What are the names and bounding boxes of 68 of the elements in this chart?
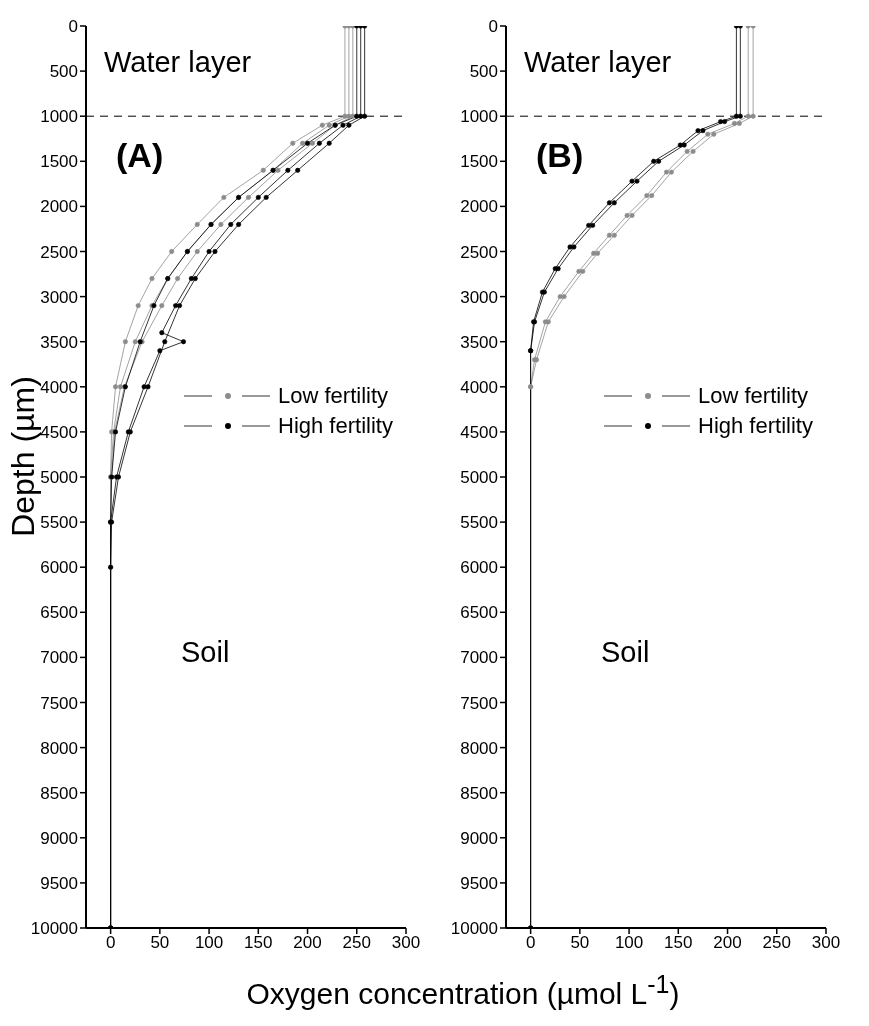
y-tick-label: 5500	[460, 513, 498, 533]
y-tick-label: 10000	[30, 919, 78, 939]
y-tick-label: 7000	[40, 648, 78, 668]
y-tick-label: 0	[68, 17, 78, 37]
y-tick-label: 7500	[40, 693, 78, 713]
y-tick-label: 2000	[460, 197, 498, 217]
y-tick-label: 2500	[460, 242, 498, 262]
y-tick-label: 3500	[460, 332, 498, 352]
x-tick-label: 0	[105, 933, 116, 953]
y-tick-label: 3000	[460, 287, 498, 307]
y-tick-label: 4000	[40, 377, 78, 397]
y-tick-label: 9000	[40, 828, 78, 848]
text: Low fertility	[278, 383, 389, 408]
y-tick-label: 7500	[460, 693, 498, 713]
annotation: Water layer	[104, 46, 252, 78]
y-tick-label: 1000	[460, 107, 498, 127]
x-tick-label: 300	[391, 933, 421, 953]
y-tick-label: 9000	[460, 828, 498, 848]
y-tick-label: 3000	[40, 287, 78, 307]
y-tick-label: 1500	[40, 152, 78, 172]
y-tick-label: 6000	[460, 558, 498, 578]
x-tick-label: 150	[664, 933, 693, 953]
y-tick-label: 8000	[460, 738, 498, 758]
y-tick-label: 5000	[460, 468, 498, 488]
x-tick-label: 200	[713, 933, 742, 953]
y-tick-label: 5000	[40, 468, 78, 488]
annotation: Soil	[601, 636, 650, 668]
x-tick-label: 250	[342, 933, 371, 953]
y-tick-label: 5500	[40, 513, 78, 533]
y-tick-label: 2000	[40, 197, 78, 217]
y-tick-label: 2500	[40, 242, 78, 262]
y-tick-label: 1000	[40, 107, 78, 127]
y-axis-title: Depth (µm)	[4, 376, 41, 537]
annotation: (A)	[116, 136, 164, 174]
x-tick-label: 50	[570, 933, 590, 953]
y-tick-label: 4000	[460, 377, 498, 397]
y-tick-label: 7000	[460, 648, 498, 668]
y-tick-label: 1500	[460, 152, 498, 172]
y-tick-label: 500	[469, 62, 498, 82]
annotation: (B)	[536, 136, 584, 174]
x-tick-label: 0	[525, 933, 536, 953]
text: High fertility	[698, 413, 813, 438]
y-tick-label: 6500	[460, 603, 498, 623]
x-tick-label: 100	[194, 933, 224, 953]
y-tick-label: 4500	[460, 422, 498, 442]
y-tick-label: 8500	[40, 783, 78, 803]
text: Low fertility	[698, 383, 809, 408]
x-tick-label: 300	[811, 933, 841, 953]
y-tick-label: 10000	[450, 919, 498, 939]
x-tick-label: 250	[762, 933, 791, 953]
x-axis-title: Oxygen concentration (µmol L$^{-1}$)	[246, 970, 680, 1010]
y-tick-label: 8000	[40, 738, 78, 758]
annotation: Water layer	[524, 46, 672, 78]
x-tick-label: 100	[614, 933, 644, 953]
text: High fertility	[278, 413, 393, 438]
x-tick-label: 200	[293, 933, 322, 953]
y-tick-label: 9500	[40, 873, 78, 893]
y-tick-label: 4500	[40, 422, 78, 442]
y-tick-label: 6000	[40, 558, 78, 578]
x-tick-label: 150	[244, 933, 273, 953]
annotation: Soil	[181, 636, 230, 668]
y-tick-label: 6500	[40, 603, 78, 623]
y-tick-label: 9500	[460, 873, 498, 893]
x-tick-label: 50	[150, 933, 170, 953]
y-tick-label: 0	[488, 17, 498, 37]
y-tick-label: 8500	[460, 783, 498, 803]
y-tick-label: 3500	[40, 332, 78, 352]
y-tick-label: 500	[49, 62, 78, 82]
